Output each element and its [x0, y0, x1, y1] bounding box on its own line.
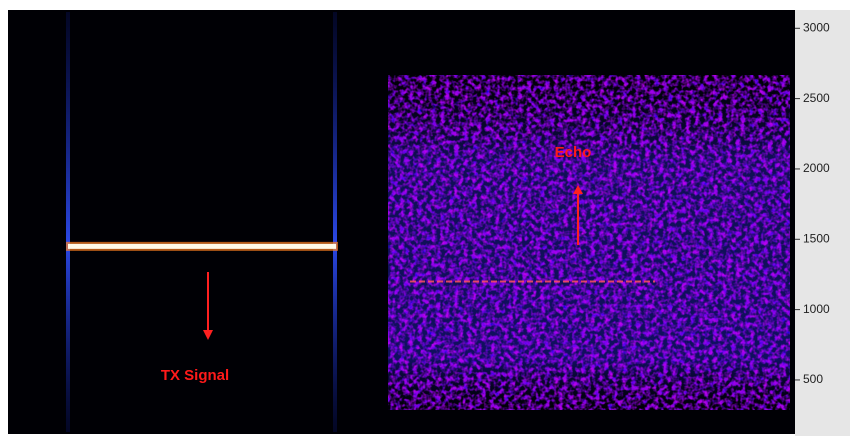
- signal-edge: [66, 12, 70, 432]
- arrows: [203, 185, 583, 340]
- echo-noise: [388, 75, 790, 410]
- y-tick-label: 1500: [803, 231, 830, 245]
- y-tick-label: 500: [803, 372, 823, 386]
- y-tick-label: 3000: [803, 20, 830, 34]
- y-tick-label: 1000: [803, 302, 830, 316]
- annotation: Echo: [555, 144, 592, 161]
- annotation: TX Signal: [161, 367, 229, 384]
- arrow-head: [203, 330, 213, 340]
- y-tick-label: 2500: [803, 91, 830, 105]
- axis-panel: [795, 10, 850, 436]
- arrow-head: [573, 185, 583, 194]
- signal-edge: [333, 12, 337, 432]
- y-tick-label: 2000: [803, 161, 830, 175]
